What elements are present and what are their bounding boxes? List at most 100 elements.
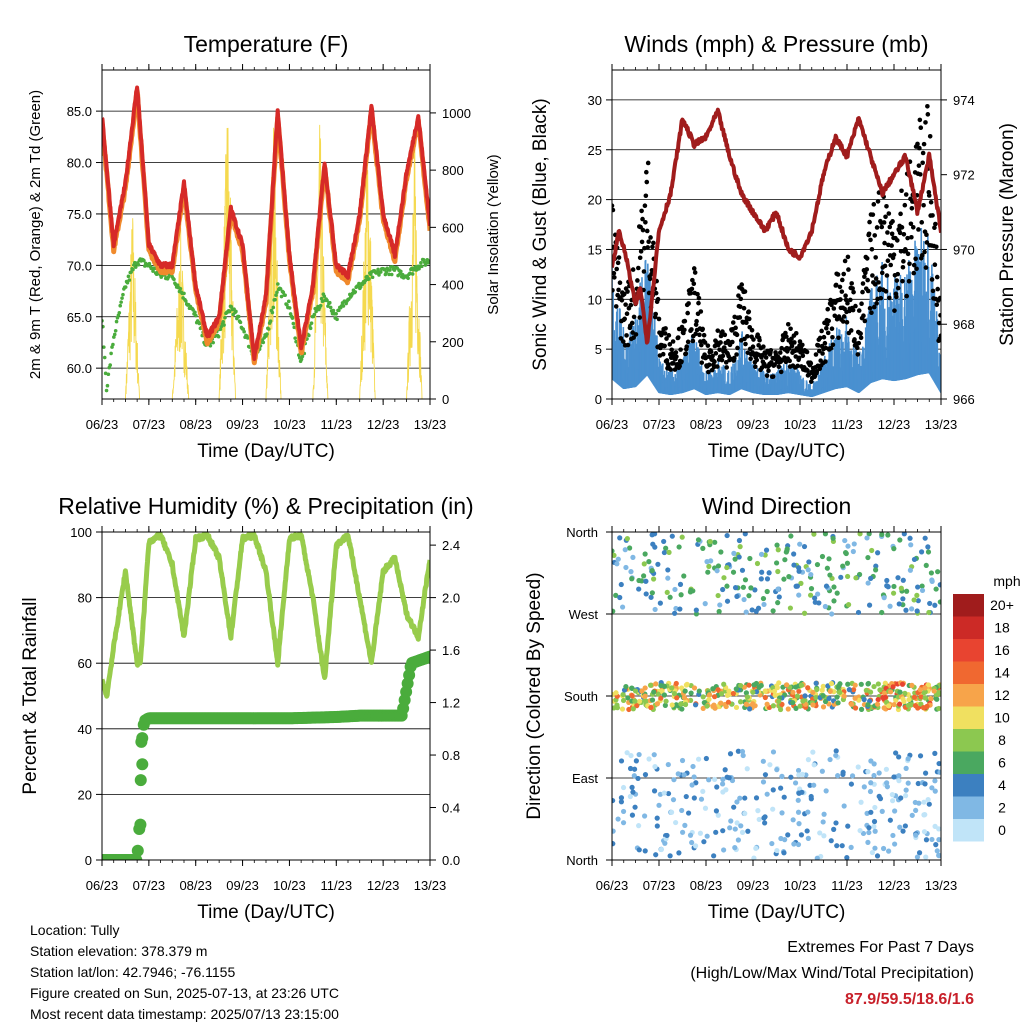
direction-point <box>905 780 911 786</box>
gust-point <box>928 199 934 205</box>
dewpoint-point <box>318 303 323 308</box>
gust-point <box>850 286 855 291</box>
direction-point <box>656 802 662 808</box>
gust-point <box>938 333 941 338</box>
gust-point <box>783 330 788 336</box>
dewpoint-point <box>357 281 361 286</box>
gust-point <box>889 243 894 248</box>
dewpoint-point <box>118 303 123 308</box>
direction-point <box>649 697 656 703</box>
gust-point <box>825 306 831 312</box>
extremes-box: Extremes For Past 7 Days (High/Low/Max W… <box>690 935 974 1013</box>
direction-point <box>712 776 718 783</box>
direction-point <box>891 583 897 590</box>
direction-point <box>623 564 629 571</box>
gust-point <box>734 332 740 338</box>
direction-point <box>691 795 697 801</box>
direction-point <box>918 694 924 700</box>
dewpoint-point <box>299 357 304 362</box>
direction-xtick-label: 10/23 <box>784 878 817 893</box>
direction-point <box>613 592 619 598</box>
dewpoint-point <box>334 311 338 316</box>
gust-point <box>916 163 922 168</box>
gust-point <box>686 301 691 306</box>
gust-point <box>644 228 650 234</box>
direction-point <box>741 596 747 603</box>
direction-point <box>636 586 642 592</box>
direction-xtick-label: 13/23 <box>925 878 958 893</box>
direction-point <box>923 854 929 860</box>
direction-point <box>691 774 697 780</box>
direction-point <box>897 537 903 543</box>
winds-y2tick-label: 966 <box>953 392 975 407</box>
direction-point <box>923 562 929 569</box>
direction-point <box>760 779 767 785</box>
direction-point <box>916 850 923 856</box>
gust-point <box>717 347 722 353</box>
gust-point <box>746 309 752 314</box>
gust-point <box>705 343 711 348</box>
direction-point <box>717 602 723 608</box>
direction-point <box>911 597 917 603</box>
temperature-ytick-label: 60.0 <box>67 361 92 376</box>
direction-point <box>682 701 689 708</box>
gust-point <box>863 270 868 276</box>
direction-point <box>718 549 724 555</box>
gust-point <box>640 227 646 233</box>
dewpoint-point <box>322 294 327 299</box>
direction-point <box>844 573 851 580</box>
direction-point <box>806 559 812 565</box>
gust-point <box>750 344 756 349</box>
dewpoint-point <box>172 277 176 282</box>
direction-point <box>617 535 623 541</box>
gust-point <box>836 335 841 341</box>
gust-point <box>856 340 862 346</box>
gust-point <box>908 221 914 227</box>
direction-point <box>747 706 753 712</box>
humidity-ytick-label: 80 <box>78 591 92 606</box>
direction-point <box>915 598 921 604</box>
direction-point <box>636 698 643 705</box>
direction-point <box>736 537 743 544</box>
direction-point <box>776 594 782 600</box>
gust-point <box>712 359 717 364</box>
direction-point <box>883 766 890 772</box>
gust-point <box>613 304 619 309</box>
direction-point <box>627 765 634 772</box>
direction-point <box>905 756 911 762</box>
direction-point <box>903 607 909 613</box>
gust-point <box>865 288 871 294</box>
direction-point <box>813 680 819 686</box>
gust-point <box>881 220 887 225</box>
humidity-xlabel: Time (Day/UTC) <box>197 902 335 923</box>
gust-point <box>637 255 643 261</box>
dewpoint-point <box>358 285 363 289</box>
gust-point <box>710 353 715 359</box>
direction-point <box>759 569 765 575</box>
gust-point <box>768 347 774 353</box>
direction-point <box>714 568 720 574</box>
gust-point <box>691 281 697 286</box>
humidity-y2tick-label: 2.0 <box>442 591 460 606</box>
direction-point <box>896 701 903 707</box>
gust-point <box>865 277 870 283</box>
direction-point <box>629 576 635 582</box>
direction-point <box>896 754 902 760</box>
temperature-ylabel: 2m & 9m T (Red, Orange) & 2m Td (Green) <box>27 90 44 379</box>
direction-point <box>928 696 934 702</box>
direction-point <box>805 685 811 691</box>
direction-point <box>929 785 935 791</box>
direction-point <box>767 762 773 768</box>
dewpoint-point <box>117 310 122 315</box>
direction-point <box>713 829 719 835</box>
direction-point <box>909 812 915 818</box>
direction-point <box>700 705 706 712</box>
direction-point <box>905 702 911 708</box>
gust-point <box>843 293 848 298</box>
dewpoint-point <box>382 267 387 272</box>
direction-point <box>725 699 732 705</box>
direction-point <box>819 553 826 560</box>
direction-point <box>889 792 895 798</box>
direction-point <box>821 811 827 817</box>
dewpoint-point <box>420 264 424 269</box>
